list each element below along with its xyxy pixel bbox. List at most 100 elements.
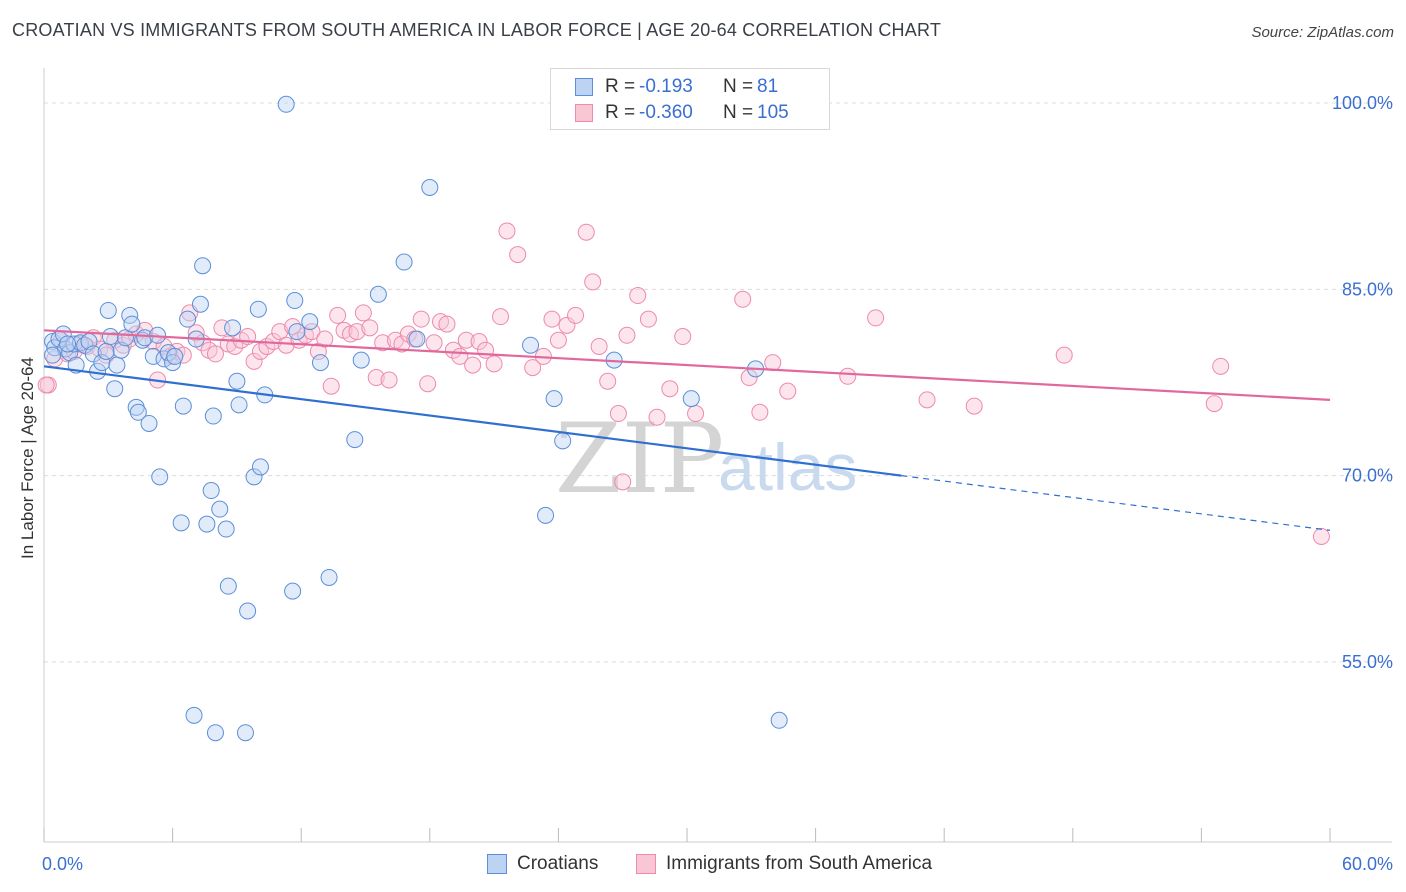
data-point-immigrants xyxy=(361,319,379,337)
data-point-croatians xyxy=(198,515,216,533)
legend-r-label: R = xyxy=(605,76,636,97)
y-tick-label: 70.0% xyxy=(1342,466,1393,486)
trend-lines xyxy=(43,329,1331,531)
trend-line-croatians xyxy=(43,365,902,477)
data-point-croatians xyxy=(286,292,304,310)
data-point-croatians xyxy=(301,313,319,331)
data-point-immigrants xyxy=(470,333,488,350)
data-point-immigrants xyxy=(779,382,797,400)
data-point-croatians xyxy=(129,403,147,421)
data-point-croatians xyxy=(352,351,370,369)
data-point-croatians xyxy=(277,95,295,113)
data-point-croatians xyxy=(44,346,62,364)
data-point-immigrants xyxy=(867,309,885,327)
data-point-immigrants xyxy=(965,397,983,415)
data-point-croatians xyxy=(682,390,700,408)
data-point-immigrants xyxy=(412,310,430,328)
data-point-immigrants xyxy=(751,403,769,421)
data-point-immigrants xyxy=(393,335,411,353)
stats-legend: R = -0.193 N = 81 R = -0.360 N = 105 xyxy=(550,68,830,130)
data-point-croatians xyxy=(228,372,246,390)
data-point-immigrants xyxy=(367,369,385,387)
data-point-croatians xyxy=(194,257,212,275)
legend-r-value: -0.193 xyxy=(639,76,693,97)
data-point-immigrants xyxy=(37,376,55,394)
axes-layer xyxy=(43,68,1392,843)
data-point-croatians xyxy=(174,397,192,415)
data-point-croatians xyxy=(249,300,267,318)
bottom-legend-label-croatians: Croatians xyxy=(517,853,599,874)
data-point-immigrants xyxy=(322,377,340,395)
y-tick-label: 85.0% xyxy=(1342,279,1393,299)
data-point-immigrants xyxy=(206,345,224,363)
data-point-immigrants xyxy=(639,310,657,328)
data-point-immigrants xyxy=(444,341,462,359)
data-point-immigrants xyxy=(687,405,705,423)
legend-swatch-immigrants xyxy=(575,104,593,122)
data-point-croatians xyxy=(239,602,257,620)
data-point-immigrants xyxy=(380,371,398,389)
x-tick-label-min: 0.0% xyxy=(42,854,83,874)
data-point-immigrants xyxy=(498,222,516,240)
data-point-croatians xyxy=(224,319,242,337)
data-point-immigrants xyxy=(590,337,608,355)
data-point-croatians xyxy=(151,468,169,486)
data-point-immigrants xyxy=(609,405,627,423)
data-point-croatians xyxy=(288,323,306,341)
data-point-immigrants xyxy=(303,323,321,341)
y-tick-label: 55.0% xyxy=(1342,652,1393,672)
data-point-immigrants xyxy=(419,375,437,393)
data-point-croatians xyxy=(65,335,83,353)
data-point-immigrants xyxy=(226,337,244,355)
data-point-immigrants xyxy=(464,356,482,374)
data-point-immigrants xyxy=(1205,395,1223,413)
data-point-croatians xyxy=(537,506,555,524)
data-point-immigrants xyxy=(599,372,617,390)
bottom-legend-label-immigrants: Immigrants from South America xyxy=(666,853,933,874)
data-point-immigrants xyxy=(492,308,510,326)
data-point-immigrants xyxy=(839,367,857,385)
data-point-immigrants xyxy=(543,310,561,328)
data-point-immigrants xyxy=(277,336,295,354)
data-point-immigrants xyxy=(485,355,503,373)
data-point-croatians xyxy=(101,328,119,346)
data-point-immigrants xyxy=(457,331,475,349)
data-point-croatians xyxy=(140,414,158,432)
watermark: ZIP atlas xyxy=(555,403,857,515)
data-point-immigrants xyxy=(438,315,456,333)
data-point-croatians xyxy=(99,301,117,319)
axis-labels: 55.0% 70.0% 85.0% 100.0% 0.0% 60.0% In Labor F… xyxy=(18,93,1393,874)
data-point-croatians xyxy=(770,711,788,729)
data-point-croatians xyxy=(408,330,426,348)
data-point-immigrants xyxy=(374,334,392,352)
data-point-croatians xyxy=(206,724,224,742)
data-point-immigrants xyxy=(524,359,542,377)
legend-r-label: R = xyxy=(605,102,636,123)
data-point-croatians xyxy=(230,396,248,414)
data-point-croatians xyxy=(311,354,329,372)
data-point-immigrants xyxy=(567,306,585,324)
grid-layer xyxy=(44,102,1392,663)
data-point-croatians xyxy=(59,335,77,353)
data-point-immigrants xyxy=(1212,357,1230,375)
data-point-croatians xyxy=(108,356,126,374)
data-point-croatians xyxy=(123,315,141,333)
data-point-immigrants xyxy=(245,352,263,370)
data-point-immigrants xyxy=(618,326,636,344)
data-point-immigrants xyxy=(674,328,692,346)
data-point-immigrants xyxy=(509,246,527,264)
legend-row-croatians: R = -0.193 N = 81 xyxy=(575,75,797,99)
trend-line-croatians-extension xyxy=(901,475,1331,531)
legend-swatch-croatians xyxy=(575,78,593,96)
data-point-immigrants xyxy=(316,330,334,348)
data-point-croatians xyxy=(554,432,572,450)
trend-line-immigrants xyxy=(43,329,1331,401)
data-point-croatians xyxy=(172,514,190,532)
data-point-immigrants xyxy=(577,223,595,241)
bottom-legend-swatch-immigrants xyxy=(636,854,656,874)
data-point-immigrants xyxy=(734,290,752,308)
data-point-croatians xyxy=(421,179,439,196)
data-point-croatians xyxy=(369,285,387,303)
data-point-immigrants xyxy=(348,323,366,341)
legend-r-value: -0.360 xyxy=(639,102,693,123)
